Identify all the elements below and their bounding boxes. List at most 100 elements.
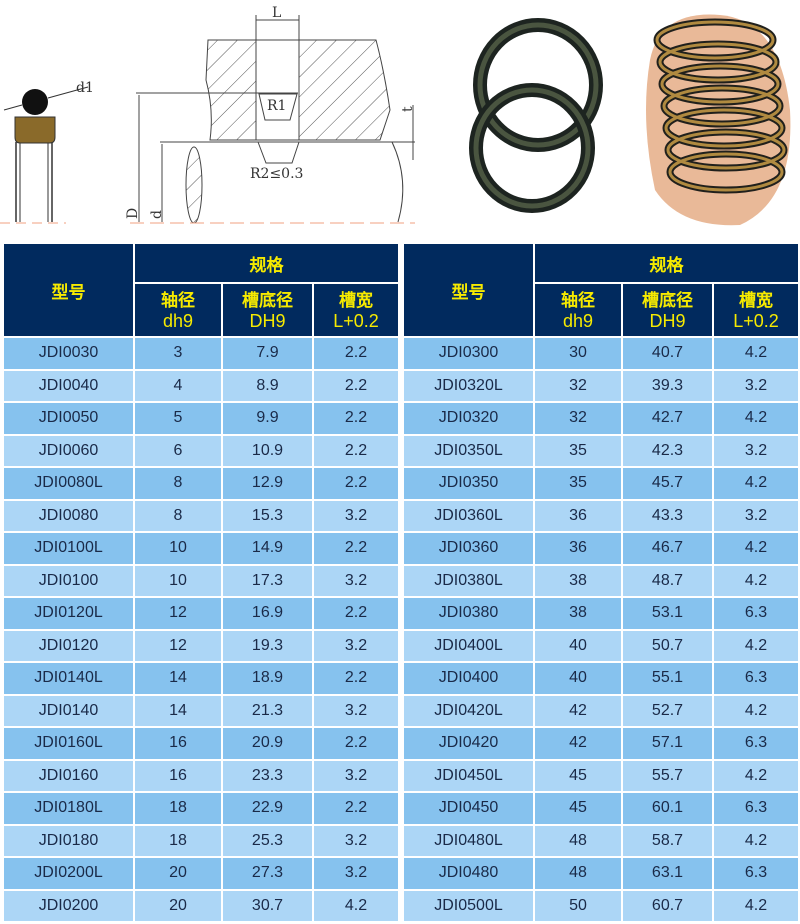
table-row: JDI0350L3542.33.2 (403, 435, 799, 468)
header-spec: 规格 (534, 243, 799, 283)
label-R1: R1 (267, 98, 286, 114)
cell-shaft: 12 (134, 597, 222, 630)
cell-groove: 42.3 (622, 435, 713, 468)
label-R2: R2≤0.3 (250, 166, 303, 182)
cell-model: JDI0060 (3, 435, 134, 468)
cell-width: 4.2 (713, 467, 799, 500)
cell-width: 2.2 (313, 435, 399, 468)
cell-model: JDI0320L (403, 370, 534, 403)
cell-groove: 14.9 (222, 532, 313, 565)
cell-model: JDI0100 (3, 565, 134, 598)
spec-table-left: 型号 规格 轴径dh9 槽底径DH9 槽宽L+0.2 JDI003037.92.… (2, 242, 400, 923)
cell-model: JDI0420 (403, 727, 534, 760)
header-shaft: 轴径dh9 (534, 283, 622, 337)
table-row: JDI0320L3239.33.2 (403, 370, 799, 403)
table-row: JDI03203242.74.2 (403, 402, 799, 435)
cell-shaft: 32 (534, 370, 622, 403)
cell-shaft: 48 (534, 857, 622, 890)
cell-model: JDI0380L (403, 565, 534, 598)
cell-model: JDI0350L (403, 435, 534, 468)
header-width: 槽宽L+0.2 (713, 283, 799, 337)
cell-groove: 27.3 (222, 857, 313, 890)
cell-model: JDI0420L (403, 695, 534, 728)
cell-width: 2.2 (313, 337, 399, 370)
header-spec: 规格 (134, 243, 399, 283)
cell-shaft: 38 (534, 597, 622, 630)
cell-width: 2.2 (313, 792, 399, 825)
cell-width: 4.2 (713, 565, 799, 598)
cell-groove: 23.3 (222, 760, 313, 793)
cell-groove: 43.3 (622, 500, 713, 533)
header-model: 型号 (3, 243, 134, 337)
table-row: JDI0420L4252.74.2 (403, 695, 799, 728)
cell-shaft: 14 (134, 662, 222, 695)
cell-groove: 22.9 (222, 792, 313, 825)
cell-shaft: 8 (134, 500, 222, 533)
cell-groove: 19.3 (222, 630, 313, 663)
cell-groove: 50.7 (622, 630, 713, 663)
table-row: JDI04204257.16.3 (403, 727, 799, 760)
cell-groove: 7.9 (222, 337, 313, 370)
cell-model: JDI0140L (3, 662, 134, 695)
cell-shaft: 16 (134, 727, 222, 760)
cell-groove: 58.7 (622, 825, 713, 858)
cell-width: 4.2 (713, 760, 799, 793)
cell-model: JDI0200L (3, 857, 134, 890)
cell-model: JDI0450L (403, 760, 534, 793)
cell-groove: 55.7 (622, 760, 713, 793)
table-row: JDI0140L1418.92.2 (3, 662, 399, 695)
table-row: JDI003037.92.2 (3, 337, 399, 370)
cell-width: 2.2 (313, 597, 399, 630)
table-row: JDI01201219.33.2 (3, 630, 399, 663)
cell-width: 4.2 (713, 337, 799, 370)
table-row: JDI0080L812.92.2 (3, 467, 399, 500)
cell-groove: 18.9 (222, 662, 313, 695)
cell-shaft: 36 (534, 532, 622, 565)
table-row: JDI02002030.74.2 (3, 890, 399, 923)
cell-shaft: 20 (134, 857, 222, 890)
cell-model: JDI0050 (3, 402, 134, 435)
cell-shaft: 40 (534, 662, 622, 695)
table-row: JDI0480L4858.74.2 (403, 825, 799, 858)
cell-model: JDI0080 (3, 500, 134, 533)
cell-groove: 20.9 (222, 727, 313, 760)
cell-groove: 21.3 (222, 695, 313, 728)
product-photo-hand (646, 15, 790, 226)
header-model: 型号 (403, 243, 534, 337)
cell-model: JDI0100L (3, 532, 134, 565)
cell-shaft: 38 (534, 565, 622, 598)
cell-model: JDI0140 (3, 695, 134, 728)
cell-model: JDI0380 (403, 597, 534, 630)
cell-width: 2.2 (313, 467, 399, 500)
cell-width: 3.2 (313, 857, 399, 890)
cell-model: JDI0320 (403, 402, 534, 435)
cell-width: 3.2 (313, 500, 399, 533)
table-row: JDI01801825.33.2 (3, 825, 399, 858)
label-d1: d1 (76, 80, 94, 96)
cell-width: 2.2 (313, 662, 399, 695)
cell-shaft: 42 (534, 727, 622, 760)
cell-model: JDI0120 (3, 630, 134, 663)
label-L: L (272, 5, 281, 21)
cell-groove: 10.9 (222, 435, 313, 468)
table-row: JDI005059.92.2 (3, 402, 399, 435)
cell-groove: 57.1 (622, 727, 713, 760)
table-row: JDI01401421.33.2 (3, 695, 399, 728)
cell-model: JDI0030 (3, 337, 134, 370)
cell-width: 3.2 (313, 565, 399, 598)
cell-groove: 48.7 (622, 565, 713, 598)
table-row: JDI0450L4555.74.2 (403, 760, 799, 793)
table-row: JDI0500L5060.74.2 (403, 890, 799, 923)
table-row: JDI0200L2027.33.2 (3, 857, 399, 890)
cell-model: JDI0120L (3, 597, 134, 630)
cell-shaft: 5 (134, 402, 222, 435)
label-D: D (125, 208, 141, 219)
cell-model: JDI0160 (3, 760, 134, 793)
cell-shaft: 10 (134, 532, 222, 565)
cell-shaft: 45 (534, 792, 622, 825)
cell-width: 6.3 (713, 597, 799, 630)
table-row: JDI0120L1216.92.2 (3, 597, 399, 630)
seal-diagram-and-photos: d1 L R1 R2≤0.3 D d t (0, 0, 800, 238)
cell-shaft: 50 (534, 890, 622, 923)
cell-model: JDI0480L (403, 825, 534, 858)
